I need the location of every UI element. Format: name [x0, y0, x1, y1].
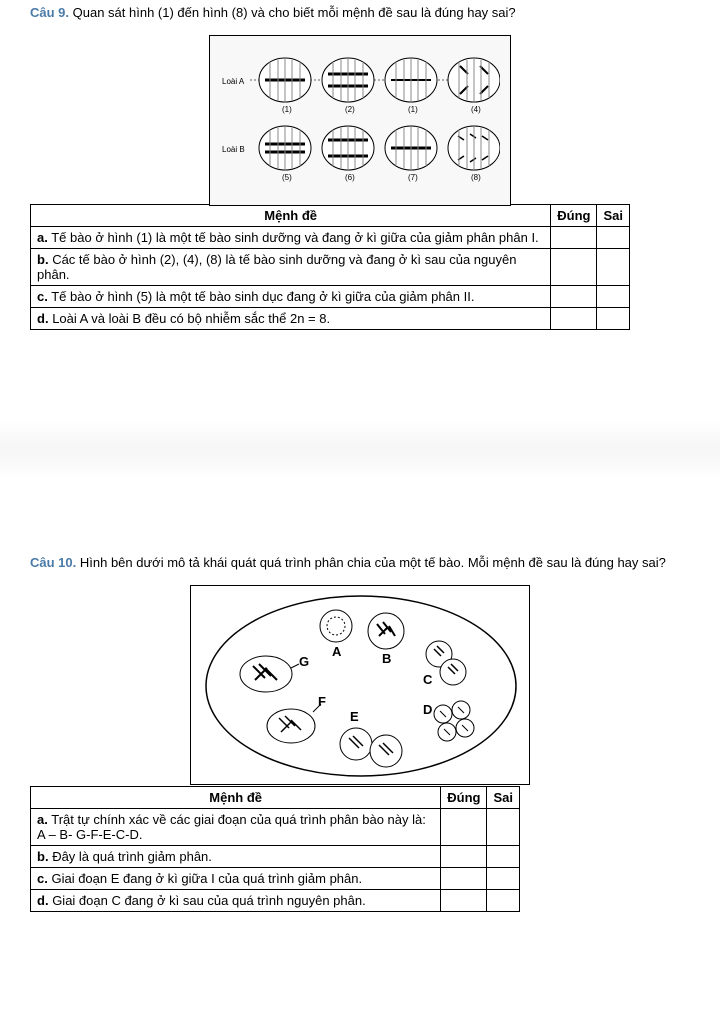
q9-r1-dung[interactable]	[551, 249, 597, 286]
page-q9: Câu 9. Quan sát hình (1) đến hình (8) và…	[0, 0, 720, 350]
node-g: G	[240, 654, 309, 692]
q9-r2-dung[interactable]	[551, 286, 597, 308]
page-q10: Câu 10. Hình bên dưới mô tả khái quát qu…	[0, 550, 720, 932]
q9-r2-sai[interactable]	[597, 286, 630, 308]
node-f: F	[267, 694, 326, 743]
q9-label: Câu 9.	[30, 5, 69, 20]
svg-text:A: A	[332, 644, 342, 659]
q10-r3-dung[interactable]	[441, 890, 487, 912]
cell-3	[385, 58, 437, 102]
row-label-a: Loài A	[222, 77, 245, 86]
q10-prompt: Câu 10. Hình bên dưới mô tả khái quát qu…	[30, 555, 690, 570]
q9-r0-sai[interactable]	[597, 227, 630, 249]
q9-th-menhde: Mệnh đề	[31, 205, 551, 227]
q9-cells-svg: Loài A	[220, 44, 500, 194]
cell-1	[259, 58, 311, 102]
q9-th-dung: Đúng	[551, 205, 597, 227]
q9-r3-dung[interactable]	[551, 308, 597, 330]
q10-table-header-row: Mệnh đề Đúng Sai	[31, 787, 520, 809]
table-row: a. Trật tự chính xác về các giai đoạn củ…	[31, 809, 520, 846]
table-row: d. Giai đoạn C đang ở kì sau của quá trì…	[31, 890, 520, 912]
table-row: a. Tế bào ở hình (1) là một tế bào sinh …	[31, 227, 630, 249]
q9-th-sai: Sai	[597, 205, 630, 227]
cell-2	[322, 58, 374, 102]
table-row: b. Đây là quá trình giảm phân.	[31, 846, 520, 868]
table-row: d. Loài A và loài B đều có bộ nhiễm sắc …	[31, 308, 630, 330]
svg-text:B: B	[382, 651, 391, 666]
q10-r2-sai[interactable]	[487, 868, 520, 890]
q9-table: Mệnh đề Đúng Sai a. Tế bào ở hình (1) là…	[30, 204, 630, 330]
node-a: A	[320, 610, 352, 659]
node-e: E	[340, 709, 402, 767]
q9-table-header-row: Mệnh đề Đúng Sai	[31, 205, 630, 227]
svg-text:(1): (1)	[282, 105, 292, 114]
q9-r0-dung[interactable]	[551, 227, 597, 249]
node-b: B	[368, 613, 404, 666]
q10-table: Mệnh đề Đúng Sai a. Trật tự chính xác về…	[30, 786, 520, 912]
cell-7	[385, 126, 437, 170]
svg-text:(4): (4)	[471, 105, 481, 114]
q10-r1-dung[interactable]	[441, 846, 487, 868]
q10-r0-sai[interactable]	[487, 809, 520, 846]
q10-th-menhde: Mệnh đề	[31, 787, 441, 809]
svg-text:(2): (2)	[345, 105, 355, 114]
q10-th-sai: Sai	[487, 787, 520, 809]
svg-text:(8): (8)	[471, 173, 481, 182]
svg-text:(6): (6)	[345, 173, 355, 182]
page-gap	[0, 350, 720, 550]
cell-6	[322, 126, 374, 170]
q10-figure-wrap: A B C D	[30, 585, 690, 788]
q10-r0-dung[interactable]	[441, 809, 487, 846]
svg-text:E: E	[350, 709, 359, 724]
svg-text:G: G	[299, 654, 309, 669]
svg-text:(7): (7)	[408, 173, 418, 182]
row-label-b: Loài B	[222, 145, 245, 154]
svg-text:(1): (1)	[408, 105, 418, 114]
q9-r3-sai[interactable]	[597, 308, 630, 330]
q10-cycle-svg: A B C D	[190, 585, 530, 785]
svg-text:(5): (5)	[282, 173, 292, 182]
q9-text: Quan sát hình (1) đến hình (8) và cho bi…	[73, 5, 516, 20]
cell-5	[259, 126, 311, 170]
cell-8	[448, 126, 500, 170]
q9-figure: Loài A	[209, 35, 511, 206]
svg-text:C: C	[423, 672, 433, 687]
q10-r2-dung[interactable]	[441, 868, 487, 890]
q10-r1-sai[interactable]	[487, 846, 520, 868]
svg-text:D: D	[423, 702, 432, 717]
cell-4	[448, 58, 500, 102]
q9-prompt: Câu 9. Quan sát hình (1) đến hình (8) và…	[30, 5, 690, 20]
q10-text: Hình bên dưới mô tả khái quát quá trình …	[80, 555, 666, 570]
table-row: b. Các tế bào ở hình (2), (4), (8) là tế…	[31, 249, 630, 286]
svg-text:F: F	[318, 694, 326, 709]
q10-th-dung: Đúng	[441, 787, 487, 809]
q9-r1-sai[interactable]	[597, 249, 630, 286]
node-d: D	[423, 701, 474, 741]
table-row: c. Tế bào ở hình (5) là một tế bào sinh …	[31, 286, 630, 308]
table-row: c. Giai đoạn E đang ở kì giữa I của quá …	[31, 868, 520, 890]
q10-r3-sai[interactable]	[487, 890, 520, 912]
q9-figure-wrap: Loài A	[30, 35, 690, 206]
node-c: C	[423, 641, 466, 687]
q10-label: Câu 10.	[30, 555, 76, 570]
